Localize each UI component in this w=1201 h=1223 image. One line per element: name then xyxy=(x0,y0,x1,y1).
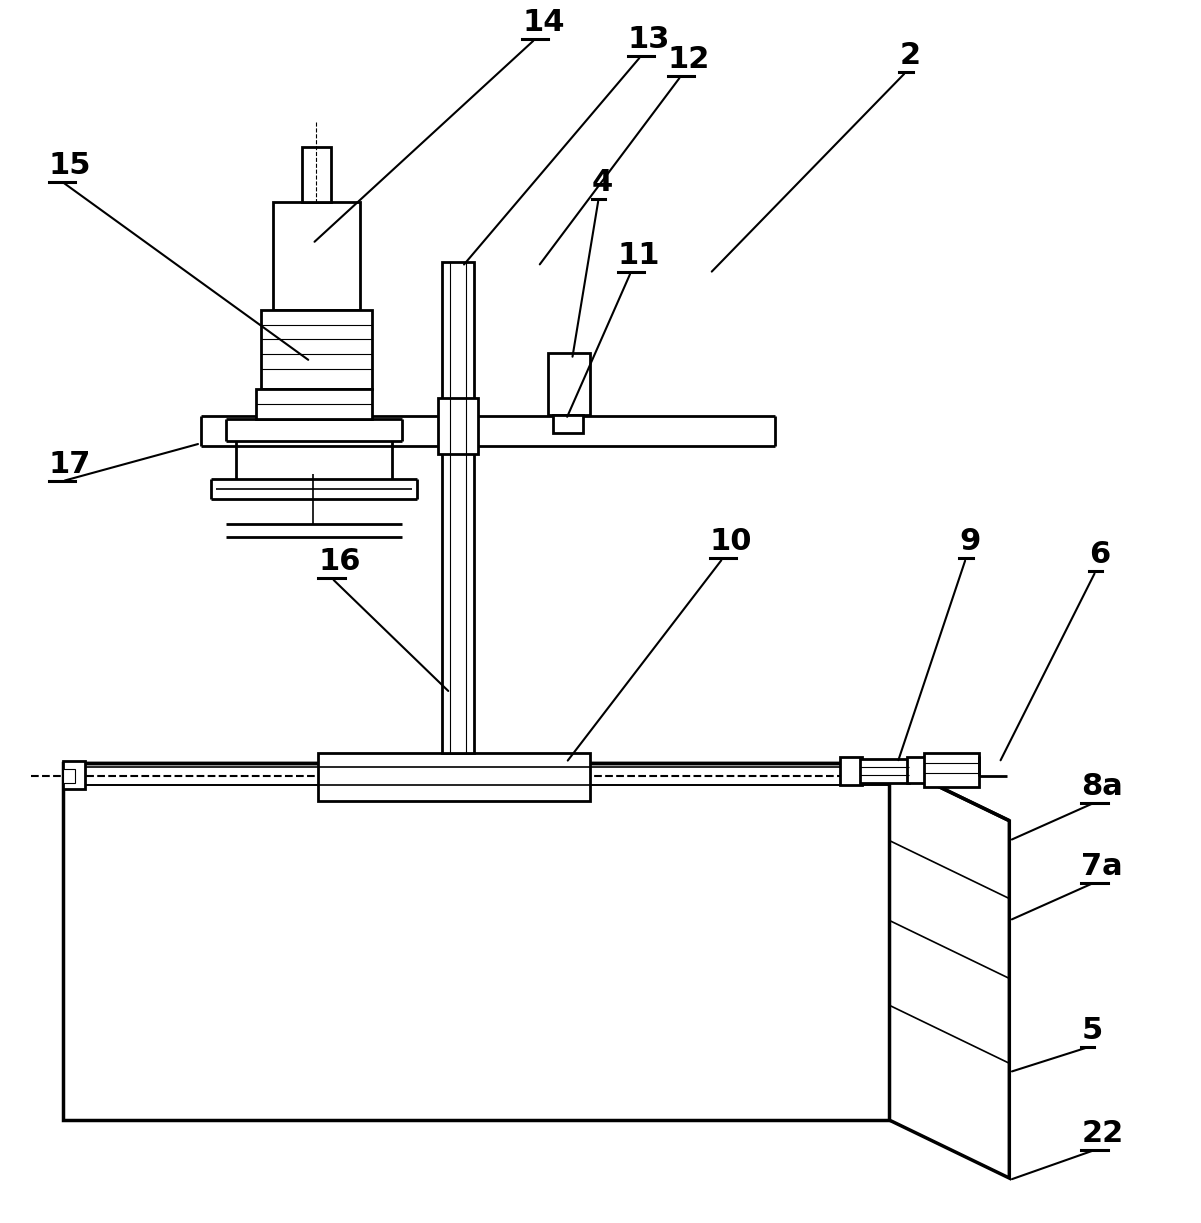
Bar xyxy=(62,761,85,789)
Bar xyxy=(438,399,478,454)
Bar xyxy=(273,202,360,309)
Text: 2: 2 xyxy=(900,40,921,70)
Bar xyxy=(908,757,926,783)
Bar xyxy=(860,758,909,783)
Bar xyxy=(548,353,590,416)
Bar xyxy=(62,763,890,1120)
Text: 10: 10 xyxy=(710,527,752,556)
Bar xyxy=(442,262,474,753)
Bar xyxy=(256,389,372,419)
Bar xyxy=(839,757,861,785)
Bar xyxy=(925,753,979,786)
Bar xyxy=(301,147,331,202)
Text: 12: 12 xyxy=(668,45,710,73)
Text: 15: 15 xyxy=(49,150,91,180)
Text: 8a: 8a xyxy=(1081,772,1123,801)
Bar xyxy=(554,416,582,433)
Text: 4: 4 xyxy=(592,168,614,197)
Bar xyxy=(62,769,74,783)
Polygon shape xyxy=(890,763,1009,1178)
Text: 17: 17 xyxy=(49,450,91,479)
Text: 16: 16 xyxy=(318,547,362,576)
Text: 9: 9 xyxy=(960,527,981,556)
Text: 14: 14 xyxy=(522,9,564,37)
Text: 6: 6 xyxy=(1089,541,1111,569)
Bar xyxy=(261,309,372,389)
Bar xyxy=(318,753,590,801)
Text: 22: 22 xyxy=(1081,1119,1123,1148)
Text: 13: 13 xyxy=(628,24,670,54)
Text: 5: 5 xyxy=(1081,1016,1103,1046)
Text: 11: 11 xyxy=(619,241,661,269)
Text: 7a: 7a xyxy=(1081,851,1123,881)
